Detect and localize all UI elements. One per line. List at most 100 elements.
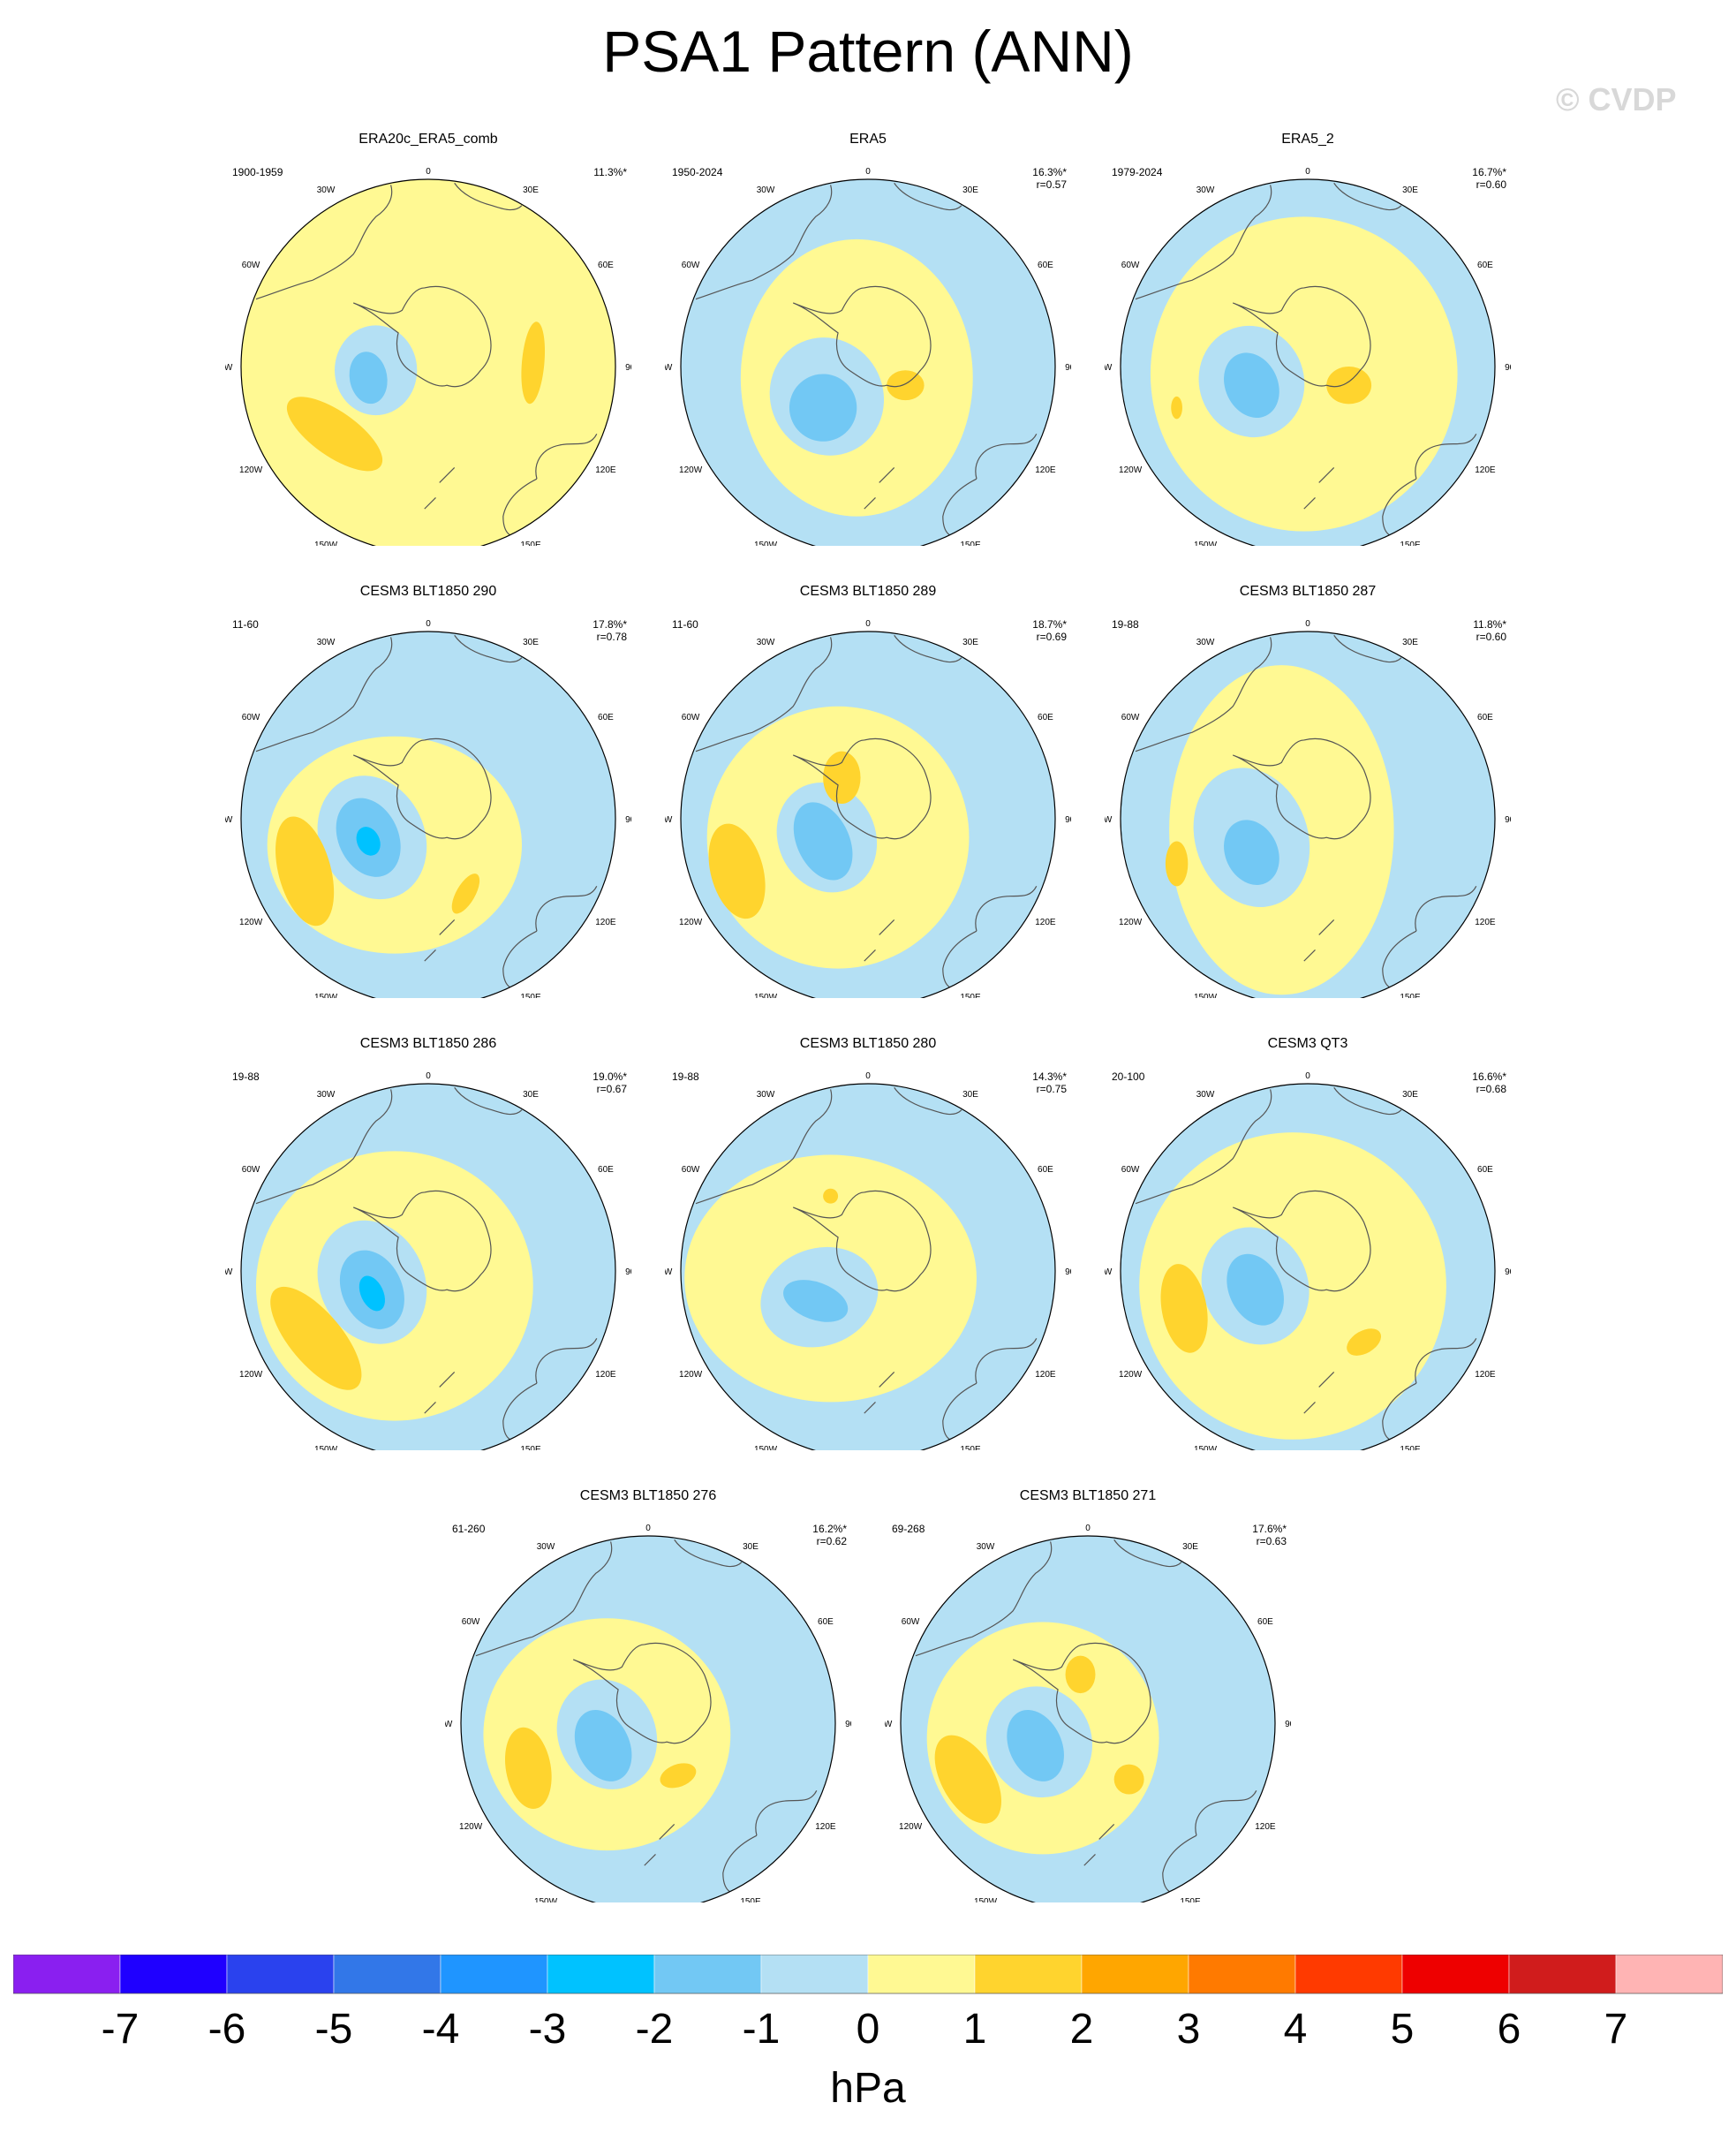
longitude-label: 90E	[1505, 363, 1511, 373]
coastlines	[1135, 182, 1477, 537]
map-field	[241, 179, 615, 546]
map-panel: CESM3 QT3 20-100 16.6%* r=0.68 0 30E 60E 90…	[1105, 1035, 1511, 1450]
coastline	[755, 1790, 818, 1836]
coastlines	[475, 1539, 818, 1894]
panel-title: CESM3 BLT1850 287	[1239, 584, 1377, 599]
map-field	[241, 632, 615, 998]
polar-map: 030E60E90E120E150E180150W120W90W60W30W	[225, 1071, 631, 1450]
polar-map: 030E60E90E120E150E180150W120W90W60W30W	[665, 1071, 1071, 1450]
longitude-label: 120E	[1255, 1822, 1276, 1832]
longitude-label: 60E	[1038, 1165, 1053, 1175]
coastline	[915, 1636, 972, 1657]
longitude-label: 60E	[1477, 1165, 1493, 1175]
coastline	[975, 1338, 1038, 1384]
panel-period: 1979-2024	[1112, 166, 1163, 178]
panel-pattern-correlation: r=0.69	[1036, 631, 1067, 643]
map-field	[901, 1536, 1275, 1902]
map-border	[900, 1535, 1276, 1902]
longitude-label: 90W	[885, 1720, 893, 1729]
colorbar-tick-label: 5	[1391, 2006, 1415, 2053]
longitude-label: 150E	[1400, 1445, 1421, 1450]
coastline	[674, 1539, 743, 1568]
coastline	[535, 1338, 598, 1384]
positive-anomaly-blob	[1165, 841, 1189, 887]
longitude-label: 150E	[1400, 541, 1421, 546]
colorbar-tick-label: 6	[1498, 2006, 1521, 2053]
colorbar-swatch	[547, 1955, 655, 1994]
longitude-label: 120W	[1119, 1370, 1143, 1380]
coastline	[475, 1636, 532, 1657]
longitude-label: 120E	[595, 918, 616, 927]
colorbar-swatch	[653, 1955, 762, 1994]
longitude-label: 120W	[459, 1822, 483, 1832]
panel-period: 19-88	[672, 1070, 699, 1083]
longitude-label: 30E	[1402, 1090, 1418, 1100]
colorbar-tick-label: -7	[102, 2006, 140, 2053]
positive-anomaly-blob	[1160, 1264, 1208, 1353]
longitude-label: 30W	[317, 185, 336, 195]
coastlines	[1135, 634, 1477, 989]
panel-variance-pct: 16.7%*	[1472, 166, 1506, 178]
longitude-label: 30E	[743, 1542, 759, 1552]
panel-period: 1900-1959	[232, 166, 283, 178]
coastline	[644, 1824, 676, 1866]
positive-anomaly-blob	[1065, 1655, 1096, 1694]
longitude-label: 120E	[1035, 1370, 1056, 1380]
longitude-label: 0	[426, 167, 431, 177]
negative-anomaly-blob	[1224, 820, 1279, 885]
coastline	[535, 434, 598, 480]
longitude-label: 30W	[757, 1090, 775, 1100]
longitude-label: 30E	[523, 638, 539, 647]
coastlines	[255, 182, 598, 537]
polar-map: 030E60E90E120E150E180150W120W90W60W30W	[1105, 1071, 1511, 1450]
longitude-label: 90W	[1105, 815, 1113, 825]
coastline	[454, 182, 523, 211]
map-border	[240, 178, 616, 546]
longitude-label: 90E	[625, 815, 631, 825]
figure-title: PSA1 Pattern (ANN)	[602, 19, 1134, 84]
coastline	[532, 1541, 613, 1638]
longitude-label: 0	[426, 619, 431, 629]
coastline	[255, 279, 313, 300]
coastline	[572, 1643, 712, 1744]
map-border	[1120, 631, 1496, 998]
colorbar-tick-label: 0	[857, 2006, 880, 2053]
coastline	[1333, 634, 1402, 663]
coastline	[454, 1086, 523, 1116]
coastline	[1113, 1539, 1182, 1568]
coastline	[424, 919, 456, 962]
longitude-label: 30W	[317, 638, 336, 647]
longitude-label: 150E	[1400, 993, 1421, 998]
longitude-label: 60E	[1257, 1617, 1273, 1627]
panel-title: CESM3 QT3	[1267, 1036, 1348, 1051]
negative-anomaly-blob	[359, 1275, 386, 1312]
map-panel: CESM3 BLT1850 271 69-268 17.6%* r=0.63 0…	[885, 1487, 1291, 1902]
colorbar-swatch	[119, 1955, 228, 1994]
coastline	[695, 731, 752, 753]
panel-pattern-correlation: r=0.78	[596, 631, 627, 643]
colorbar-swatch	[1294, 1955, 1403, 1994]
longitude-label: 0	[1305, 1071, 1310, 1081]
map-panel: ERA5_2 1979-2024 16.7%* r=0.60 0 30E 60E 90…	[1105, 131, 1511, 546]
positive-anomaly-blob	[1113, 1764, 1144, 1795]
colorbar-swatch	[226, 1955, 335, 1994]
colorbar-swatch	[867, 1955, 976, 1994]
longitude-label: 0	[1305, 167, 1310, 177]
longitude-label: 90W	[225, 815, 233, 825]
longitude-label: 30E	[962, 638, 978, 647]
longitude-label: 90E	[1065, 815, 1071, 825]
longitude-label: 150E	[520, 1445, 541, 1450]
longitude-label: 90W	[225, 363, 233, 373]
coastline	[312, 1089, 393, 1186]
coastline	[1303, 1372, 1335, 1414]
longitude-label: 60E	[598, 1165, 614, 1175]
longitude-label: 60E	[818, 1617, 834, 1627]
coastline	[454, 634, 523, 663]
longitude-label: 120W	[679, 465, 703, 475]
colorbar: -7 -6 -5 -4 -3 -2 -1 0 1 2 3 4 5 6 7	[13, 1955, 1723, 2053]
colorbar-frame	[13, 1955, 1723, 1994]
panel-pattern-correlation: r=0.68	[1476, 1083, 1506, 1095]
colorbar-unit-label: hPa	[830, 2065, 906, 2112]
positive-anomaly-region	[1150, 216, 1458, 532]
panel-title: ERA20c_ERA5_comb	[359, 132, 498, 147]
